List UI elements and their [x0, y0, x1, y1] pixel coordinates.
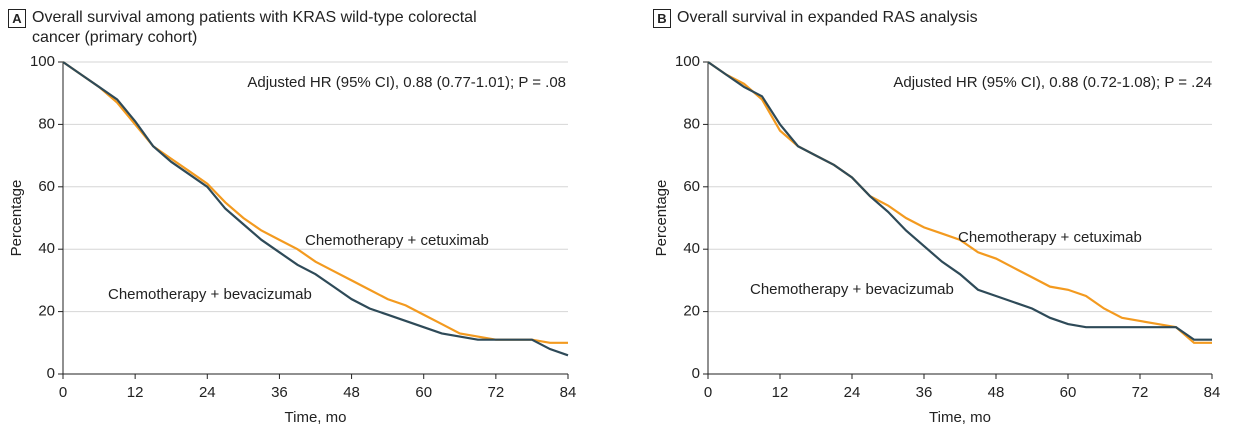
panel-label: A: [8, 9, 26, 28]
x-tick-label: 0: [59, 384, 67, 401]
panel-label: B: [653, 9, 671, 28]
x-tick-label: 84: [1204, 384, 1221, 401]
x-tick-label: 36: [271, 384, 288, 401]
series-label: Chemotherapy + bevacizumab: [750, 281, 954, 298]
series-label: Chemotherapy + bevacizumab: [108, 286, 312, 303]
y-tick-label: 20: [38, 303, 55, 320]
survival-curve: [707, 61, 1212, 341]
survival-curve: [62, 61, 569, 357]
panel-title: Overall survival in expanded RAS analysi…: [677, 9, 978, 26]
panel-title: Overall survival among patients with KRA…: [32, 9, 477, 46]
y-tick-label: 100: [675, 53, 700, 70]
x-axis-title: Time, mo: [285, 409, 347, 426]
x-tick-label: 60: [415, 384, 432, 401]
y-tick-label: 60: [683, 178, 700, 195]
x-tick-label: 48: [988, 384, 1005, 401]
series-label: Chemotherapy + cetuximab: [958, 229, 1142, 246]
y-tick-label: 40: [38, 240, 55, 257]
x-tick-label: 12: [127, 384, 144, 401]
y-axis-title: Percentage: [8, 180, 25, 257]
annotation: Adjusted HR (95% CI), 0.88 (0.72-1.08); …: [893, 74, 1212, 91]
x-tick-label: 60: [1060, 384, 1077, 401]
y-tick-label: 80: [38, 115, 55, 132]
y-tick-label: 80: [683, 115, 700, 132]
x-axis-title: Time, mo: [929, 409, 991, 426]
y-tick-label: 20: [683, 303, 700, 320]
x-tick-label: 24: [199, 384, 216, 401]
y-tick-label: 0: [692, 365, 700, 382]
panel-header: B Overall survival in expanded RAS analy…: [653, 8, 1213, 28]
y-tick-label: 0: [47, 365, 55, 382]
x-tick-label: 12: [772, 384, 789, 401]
x-tick-label: 24: [844, 384, 861, 401]
x-tick-label: 36: [916, 384, 933, 401]
y-tick-label: 40: [683, 240, 700, 257]
x-tick-label: 72: [1132, 384, 1149, 401]
y-axis-title: Percentage: [653, 180, 670, 257]
y-tick-label: 60: [38, 178, 55, 195]
y-tick-label: 100: [30, 53, 55, 70]
x-tick-label: 72: [488, 384, 505, 401]
annotation: Adjusted HR (95% CI), 0.88 (0.77-1.01); …: [247, 74, 566, 91]
x-tick-label: 0: [704, 384, 712, 401]
x-tick-label: 48: [343, 384, 360, 401]
x-tick-label: 84: [560, 384, 577, 401]
series-label: Chemotherapy + cetuximab: [305, 232, 489, 249]
survival-curve: [707, 61, 1212, 344]
panel-header: A Overall survival among patients with K…: [8, 8, 538, 48]
